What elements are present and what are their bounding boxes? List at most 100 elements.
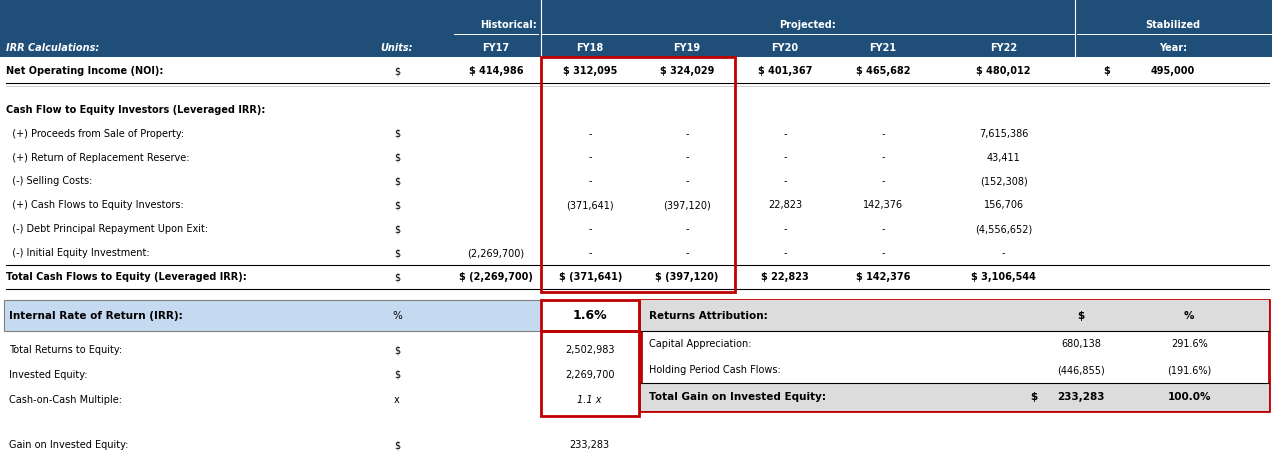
Text: -: - — [784, 248, 786, 258]
Text: 2,269,700: 2,269,700 — [565, 370, 614, 380]
Text: -: - — [881, 248, 884, 258]
Text: (4,556,652): (4,556,652) — [974, 224, 1033, 234]
Text: (-) Initial Equity Investment:: (-) Initial Equity Investment: — [6, 248, 150, 258]
Text: 2,502,983: 2,502,983 — [565, 345, 614, 355]
Text: (191.6%): (191.6%) — [1168, 365, 1211, 375]
Text: $ 22,823: $ 22,823 — [761, 272, 809, 282]
Text: -: - — [784, 129, 786, 138]
Text: -: - — [784, 224, 786, 234]
Text: Returns Attribution:: Returns Attribution: — [649, 311, 767, 321]
Text: $: $ — [394, 200, 399, 210]
Text: Cash-on-Cash Multiple:: Cash-on-Cash Multiple: — [9, 395, 122, 405]
Text: (152,308): (152,308) — [979, 176, 1028, 186]
Text: 291.6%: 291.6% — [1172, 339, 1207, 349]
Text: -: - — [686, 176, 688, 186]
Text: -: - — [589, 176, 591, 186]
Text: x: x — [394, 395, 399, 405]
Text: (+) Return of Replacement Reserve:: (+) Return of Replacement Reserve: — [6, 152, 190, 162]
Text: 142,376: 142,376 — [862, 200, 903, 210]
Text: $: $ — [394, 272, 399, 282]
Text: Stabilized: Stabilized — [1145, 20, 1201, 30]
Text: (+) Cash Flows to Equity Investors:: (+) Cash Flows to Equity Investors: — [6, 200, 184, 210]
Text: -: - — [686, 152, 688, 162]
Text: (-) Debt Principal Repayment Upon Exit:: (-) Debt Principal Repayment Upon Exit: — [6, 224, 209, 234]
Text: FY21: FY21 — [869, 43, 897, 53]
Text: $ 142,376: $ 142,376 — [856, 272, 909, 282]
FancyBboxPatch shape — [641, 383, 1269, 411]
Text: $ 480,012: $ 480,012 — [977, 66, 1030, 77]
Text: Internal Rate of Return (IRR):: Internal Rate of Return (IRR): — [9, 311, 183, 321]
Text: (+) Proceeds from Sale of Property:: (+) Proceeds from Sale of Property: — [6, 129, 184, 138]
Text: Total Returns to Equity:: Total Returns to Equity: — [9, 345, 122, 355]
Text: $: $ — [394, 224, 399, 234]
Text: -: - — [589, 129, 591, 138]
Text: (397,120): (397,120) — [663, 200, 711, 210]
FancyBboxPatch shape — [0, 0, 1272, 57]
Text: FY17: FY17 — [482, 43, 510, 53]
Text: 22,823: 22,823 — [768, 200, 801, 210]
Text: (-) Selling Costs:: (-) Selling Costs: — [6, 176, 93, 186]
Text: Total Cash Flows to Equity (Leveraged IRR):: Total Cash Flows to Equity (Leveraged IR… — [6, 272, 247, 282]
Text: $ 324,029: $ 324,029 — [660, 66, 714, 77]
Text: $: $ — [394, 152, 399, 162]
Text: 680,138: 680,138 — [1061, 339, 1102, 349]
Text: $ (371,641): $ (371,641) — [558, 272, 622, 282]
Text: $: $ — [1077, 311, 1085, 321]
Text: 233,283: 233,283 — [1057, 392, 1105, 402]
Text: $: $ — [394, 345, 399, 355]
Text: IRR Calculations:: IRR Calculations: — [6, 43, 99, 53]
Text: -: - — [686, 224, 688, 234]
Text: $: $ — [394, 370, 399, 380]
Text: 233,283: 233,283 — [570, 440, 609, 450]
Text: $ 3,106,544: $ 3,106,544 — [971, 272, 1037, 282]
Text: Units:: Units: — [380, 43, 413, 53]
Text: FY20: FY20 — [771, 43, 799, 53]
Text: FY22: FY22 — [990, 43, 1018, 53]
Text: Year:: Year: — [1159, 43, 1187, 53]
Text: -: - — [589, 152, 591, 162]
Text: -: - — [589, 248, 591, 258]
Text: -: - — [686, 129, 688, 138]
Text: $ (2,269,700): $ (2,269,700) — [459, 272, 533, 282]
Text: Capital Appreciation:: Capital Appreciation: — [649, 339, 752, 349]
Text: %: % — [392, 311, 402, 321]
Text: $: $ — [394, 66, 399, 77]
Text: -: - — [881, 129, 884, 138]
Text: $ 401,367: $ 401,367 — [758, 66, 812, 77]
Text: $ (397,120): $ (397,120) — [655, 272, 719, 282]
Text: $: $ — [1030, 392, 1038, 402]
Text: %: % — [1184, 311, 1194, 321]
Text: Historical:: Historical: — [480, 20, 537, 30]
Text: 43,411: 43,411 — [987, 152, 1020, 162]
Text: $: $ — [394, 440, 399, 450]
Text: Gain on Invested Equity:: Gain on Invested Equity: — [9, 440, 128, 450]
Text: (2,269,700): (2,269,700) — [468, 248, 524, 258]
Text: -: - — [881, 152, 884, 162]
Text: Total Gain on Invested Equity:: Total Gain on Invested Equity: — [649, 392, 826, 402]
Text: -: - — [784, 176, 786, 186]
Text: Projected:: Projected: — [780, 20, 836, 30]
Text: 1.6%: 1.6% — [572, 309, 607, 322]
FancyBboxPatch shape — [4, 300, 541, 331]
Text: FY18: FY18 — [576, 43, 604, 53]
Text: $ 312,095: $ 312,095 — [563, 66, 617, 77]
Text: $ 414,986: $ 414,986 — [469, 66, 523, 77]
Text: -: - — [589, 224, 591, 234]
Text: 100.0%: 100.0% — [1168, 392, 1211, 402]
Text: 156,706: 156,706 — [983, 200, 1024, 210]
FancyBboxPatch shape — [541, 300, 639, 331]
Text: FY19: FY19 — [673, 43, 701, 53]
Text: $ 465,682: $ 465,682 — [856, 66, 909, 77]
Text: -: - — [784, 152, 786, 162]
Text: $: $ — [1103, 66, 1109, 77]
Text: Holding Period Cash Flows:: Holding Period Cash Flows: — [649, 365, 781, 375]
Text: (446,855): (446,855) — [1057, 365, 1105, 375]
Text: -: - — [686, 248, 688, 258]
Text: $: $ — [394, 248, 399, 258]
Text: (371,641): (371,641) — [566, 200, 614, 210]
Text: -: - — [881, 224, 884, 234]
Text: 495,000: 495,000 — [1151, 66, 1194, 77]
Text: -: - — [881, 176, 884, 186]
Text: 7,615,386: 7,615,386 — [979, 129, 1028, 138]
Text: $: $ — [394, 176, 399, 186]
